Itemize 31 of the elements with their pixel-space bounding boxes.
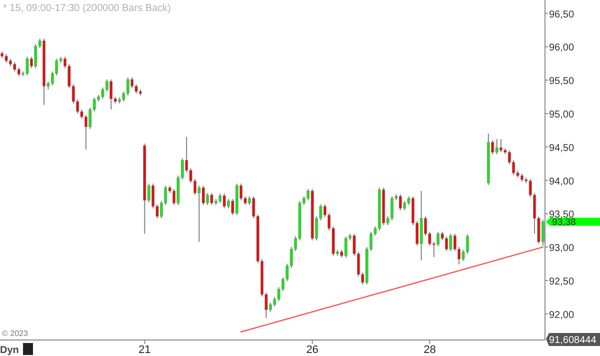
candlestick xyxy=(13,62,16,72)
y-tick-label: 95,00 xyxy=(549,110,574,121)
candlestick xyxy=(344,236,348,258)
y-tick-label: 92,50 xyxy=(549,276,574,288)
candlestick xyxy=(110,78,113,110)
text: Dyn xyxy=(0,345,19,356)
candlestick xyxy=(26,56,29,76)
candlestick xyxy=(495,138,498,155)
y-tick-label: 92,00 xyxy=(549,310,574,321)
candlestick xyxy=(222,193,226,209)
y-tick-label: 94,00 xyxy=(549,176,574,188)
candlestick xyxy=(449,233,452,252)
y-tick-label: 96,00 xyxy=(549,42,574,54)
annotation: © 2023 xyxy=(2,329,28,338)
chart-title: * 15, 09:00-17:30 (200000 Bars Back) xyxy=(3,3,171,14)
candlestick xyxy=(126,76,130,96)
candlestick xyxy=(398,194,402,211)
x-tick-label: 28 xyxy=(424,344,436,356)
candlestick xyxy=(218,193,222,204)
y-tick-label: 93,00 xyxy=(549,243,574,254)
x-tick-label: 26 xyxy=(306,344,318,356)
candlestick xyxy=(436,231,440,247)
text: 93,38 xyxy=(552,217,576,228)
candlestick xyxy=(34,44,38,69)
y-tick-label: 95,50 xyxy=(549,76,574,88)
candlestick xyxy=(210,192,214,206)
y-tick-label: 94,50 xyxy=(549,142,574,154)
y-tick-label: 91,608444 xyxy=(549,335,597,346)
candlestick xyxy=(202,185,205,206)
x-tick-label: 21 xyxy=(138,344,151,356)
y-tick-label: 96,50 xyxy=(549,9,574,20)
